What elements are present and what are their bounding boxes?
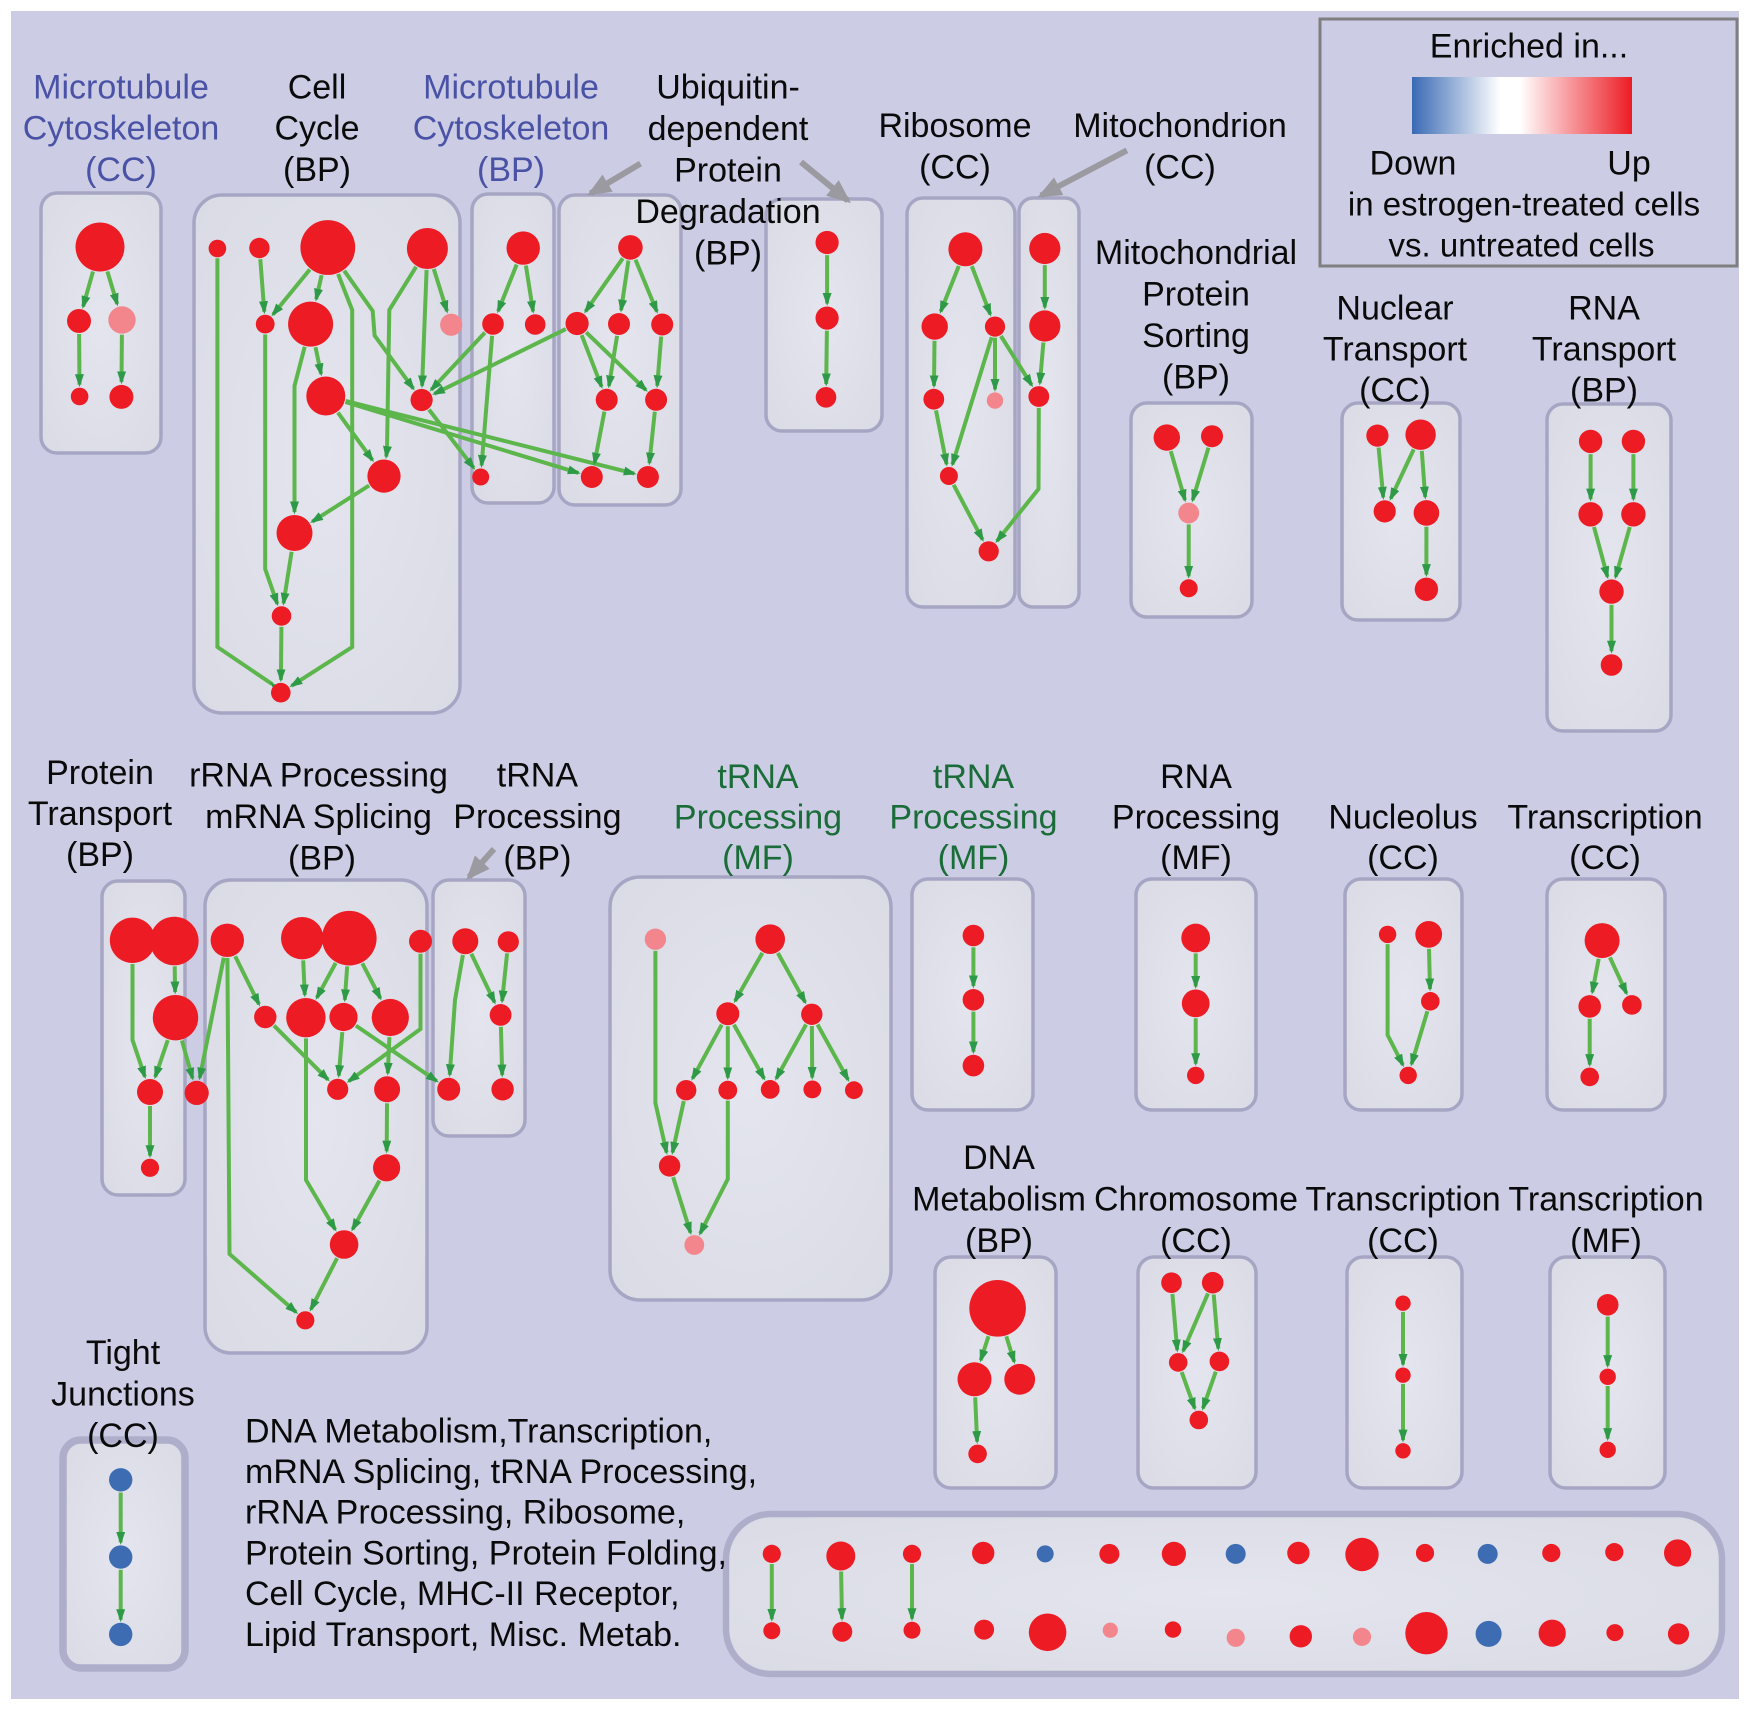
svg-text:RNA: RNA xyxy=(1568,290,1640,328)
svg-text:dependent: dependent xyxy=(648,110,809,148)
svg-text:(BP): (BP) xyxy=(283,151,351,189)
svg-text:Lipid Transport, Misc. Metab.: Lipid Transport, Misc. Metab. xyxy=(245,1616,682,1654)
svg-text:DNA: DNA xyxy=(963,1139,1035,1177)
svg-text:(CC): (CC) xyxy=(1144,148,1216,186)
svg-text:(MF): (MF) xyxy=(722,839,794,877)
svg-text:(CC): (CC) xyxy=(1367,839,1439,877)
svg-text:(CC): (CC) xyxy=(1569,839,1641,877)
svg-text:Down: Down xyxy=(1370,145,1457,183)
svg-text:mRNA Splicing, tRNA Processing: mRNA Splicing, tRNA Processing, xyxy=(245,1453,757,1491)
svg-text:Junctions: Junctions xyxy=(51,1376,195,1414)
svg-text:Transport: Transport xyxy=(28,795,173,833)
svg-text:Transcription: Transcription xyxy=(1305,1181,1500,1219)
svg-text:Microtubule: Microtubule xyxy=(423,68,599,106)
svg-text:Chromosome: Chromosome xyxy=(1094,1181,1298,1219)
svg-text:mRNA Splicing: mRNA Splicing xyxy=(205,798,432,836)
svg-text:(CC): (CC) xyxy=(85,151,157,189)
svg-text:(BP): (BP) xyxy=(503,840,571,878)
svg-text:(BP): (BP) xyxy=(694,234,762,272)
svg-text:rRNA Processing: rRNA Processing xyxy=(189,757,448,795)
svg-text:Mitochondrial: Mitochondrial xyxy=(1095,234,1297,272)
svg-text:Protein Sorting, Protein Foldi: Protein Sorting, Protein Folding, xyxy=(245,1534,727,1572)
svg-text:Cell: Cell xyxy=(288,68,347,106)
svg-text:vs. untreated cells: vs. untreated cells xyxy=(1389,227,1655,264)
svg-text:(BP): (BP) xyxy=(66,836,134,874)
svg-text:RNA: RNA xyxy=(1160,758,1232,796)
svg-text:Metabolism: Metabolism xyxy=(912,1181,1086,1219)
svg-text:tRNA: tRNA xyxy=(717,758,799,796)
svg-text:(CC): (CC) xyxy=(1160,1222,1232,1260)
svg-text:Sorting: Sorting xyxy=(1142,317,1250,355)
svg-text:(CC): (CC) xyxy=(1359,372,1431,410)
svg-text:Up: Up xyxy=(1607,145,1650,183)
svg-text:(MF): (MF) xyxy=(938,839,1010,877)
svg-text:Transcription: Transcription xyxy=(1508,1181,1703,1219)
svg-text:Protein: Protein xyxy=(1142,276,1250,314)
svg-text:Processing: Processing xyxy=(453,798,621,836)
svg-text:DNA Metabolism,Transcription,: DNA Metabolism,Transcription, xyxy=(245,1412,712,1450)
svg-text:Processing: Processing xyxy=(1112,799,1280,837)
svg-text:rRNA Processing, Ribosome,: rRNA Processing, Ribosome, xyxy=(245,1494,685,1532)
svg-text:(MF): (MF) xyxy=(1160,839,1232,877)
svg-text:(CC): (CC) xyxy=(87,1417,159,1455)
svg-text:Nuclear: Nuclear xyxy=(1336,290,1453,328)
svg-text:Processing: Processing xyxy=(889,799,1057,837)
svg-text:Protein: Protein xyxy=(46,754,154,792)
svg-text:Cytoskeleton: Cytoskeleton xyxy=(413,110,610,148)
svg-text:Nucleolus: Nucleolus xyxy=(1328,799,1477,837)
svg-text:Ubiquitin-: Ubiquitin- xyxy=(656,68,800,106)
svg-text:Transcription: Transcription xyxy=(1507,799,1702,837)
svg-text:(CC): (CC) xyxy=(919,148,991,186)
svg-text:Protein: Protein xyxy=(674,151,782,189)
svg-text:Cytoskeleton: Cytoskeleton xyxy=(23,110,220,148)
svg-text:Transport: Transport xyxy=(1323,331,1468,369)
svg-text:Cell Cycle, MHC-II Receptor,: Cell Cycle, MHC-II Receptor, xyxy=(245,1575,680,1613)
svg-text:(BP): (BP) xyxy=(1162,359,1230,397)
svg-text:(BP): (BP) xyxy=(965,1222,1033,1260)
svg-text:Transport: Transport xyxy=(1532,331,1677,369)
svg-text:Cycle: Cycle xyxy=(274,110,359,148)
svg-text:in estrogen-treated cells: in estrogen-treated cells xyxy=(1348,186,1700,223)
svg-text:Mitochondrion: Mitochondrion xyxy=(1073,107,1287,145)
svg-text:Ribosome: Ribosome xyxy=(878,107,1031,145)
svg-text:(BP): (BP) xyxy=(288,840,356,878)
svg-text:(BP): (BP) xyxy=(477,151,545,189)
svg-text:Tight: Tight xyxy=(86,1334,161,1372)
svg-text:(BP): (BP) xyxy=(1570,372,1638,410)
svg-text:Enriched in...: Enriched in... xyxy=(1430,28,1628,66)
svg-text:tRNA: tRNA xyxy=(933,758,1015,796)
svg-text:Degradation: Degradation xyxy=(635,193,820,231)
svg-text:Microtubule: Microtubule xyxy=(33,68,209,106)
svg-text:Processing: Processing xyxy=(674,799,842,837)
svg-text:(CC): (CC) xyxy=(1367,1222,1439,1260)
svg-text:(MF): (MF) xyxy=(1570,1222,1642,1260)
svg-text:tRNA: tRNA xyxy=(497,757,579,795)
